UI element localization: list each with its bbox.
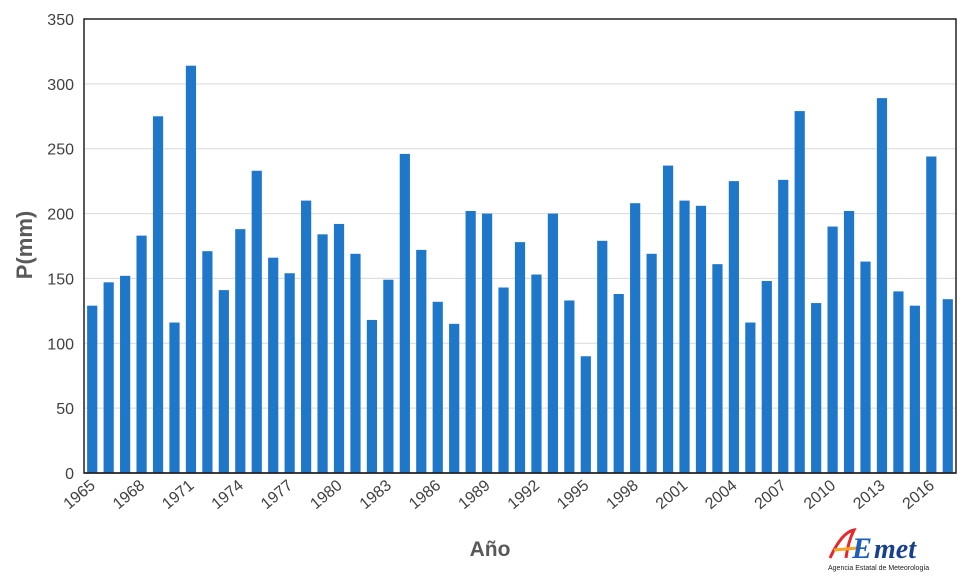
x-tick-label: 2004 [702, 477, 740, 513]
x-tick-labels: 1965 1968 1971 1974 1977 1980 1983 1986 1989 1992… [61, 477, 938, 513]
bar-1979 [317, 234, 328, 473]
x-tick-label: 2001 [653, 477, 691, 513]
bar-1982 [366, 319, 378, 473]
bar-2012 [860, 261, 871, 473]
x-tick-label: 1998 [604, 477, 642, 513]
bar-1995 [580, 356, 591, 473]
bar-2008 [794, 111, 805, 474]
bar-2000 [662, 165, 674, 473]
bar-1975 [251, 170, 262, 473]
bar-2005 [745, 322, 756, 473]
y-tick-label: 100 [47, 336, 74, 353]
bar-2016 [926, 156, 937, 474]
bar-1997 [613, 293, 624, 473]
bar-2003 [712, 264, 723, 473]
bar-2015 [909, 305, 920, 473]
bar-1991 [514, 242, 526, 473]
x-tick-label: 1971 [159, 477, 197, 513]
bar-1972 [202, 251, 213, 473]
bar-2010 [827, 226, 838, 473]
bar-1973 [218, 290, 229, 473]
svg-text:E: E [851, 532, 872, 565]
aemet-logo-swoosh [828, 528, 857, 559]
bar-2017 [942, 299, 953, 473]
bar-2009 [811, 303, 822, 473]
x-axis-title: Año [470, 538, 511, 561]
bar-2002 [695, 205, 707, 473]
bar-1988 [465, 210, 476, 473]
y-tick-label: 250 [47, 142, 74, 159]
bar-1976 [268, 257, 279, 473]
bar-2004 [728, 181, 739, 473]
y-axis-title: P(mm) [12, 211, 37, 279]
bar-1994 [564, 300, 575, 473]
bar-1967 [120, 275, 131, 473]
x-tick-label: 1986 [406, 477, 444, 513]
bar-1968 [136, 235, 147, 473]
bar-1992 [531, 274, 542, 473]
bar-1966 [103, 282, 114, 473]
x-tick-label: 1968 [110, 477, 148, 513]
bar-1989 [481, 213, 493, 474]
bars [87, 65, 953, 474]
x-tick-label: 1977 [258, 477, 296, 513]
bar-1993 [547, 213, 559, 474]
x-tick-label: 1974 [209, 477, 247, 513]
bar-1981 [350, 253, 361, 473]
bar-1987 [449, 323, 460, 473]
x-tick-label: 1995 [554, 477, 592, 513]
svg-text:Agencia Estatal de Meteorologí: Agencia Estatal de Meteorología [828, 565, 929, 572]
bar-1983 [383, 279, 394, 473]
bar-1985 [416, 249, 427, 473]
bar-2014 [893, 291, 904, 473]
bar-1965 [87, 305, 98, 473]
y-tick-label: 50 [56, 401, 74, 418]
y-tick-label: 200 [47, 207, 74, 224]
bar-1998 [630, 203, 641, 474]
bar-1971 [185, 65, 197, 473]
bar-1996 [597, 240, 608, 473]
bar-1980 [333, 223, 345, 473]
y-tick-label: 0 [65, 466, 74, 483]
bar-1990 [498, 287, 509, 473]
bar-1984 [399, 153, 410, 473]
x-tick-label: 1980 [307, 477, 345, 513]
aemet-logo: E met Agencia Estatal de Meteorología [828, 528, 929, 572]
bar-1970 [169, 322, 180, 473]
x-tick-label: 2010 [801, 477, 839, 513]
bar-1974 [235, 229, 246, 473]
svg-text:met: met [874, 534, 917, 565]
bar-2011 [843, 210, 855, 473]
bar-2006 [761, 281, 772, 473]
x-tick-label: 2016 [900, 477, 938, 513]
x-tick-label: 2013 [850, 477, 888, 513]
x-tick-label: 1992 [505, 477, 543, 513]
x-tick-label: 1989 [455, 477, 493, 513]
x-tick-label: 1983 [357, 477, 395, 513]
x-tick-label: 2007 [752, 477, 790, 513]
bar-1986 [432, 301, 443, 473]
y-tick-label: 150 [47, 271, 74, 288]
bar-2001 [679, 200, 690, 473]
y-tick-label: 350 [47, 12, 74, 29]
y-tick-labels: 0 50 100 150 200 250 300 350 [47, 12, 74, 483]
bar-1969 [152, 116, 164, 474]
bar-1978 [301, 200, 312, 473]
bar-1977 [284, 273, 295, 473]
y-tick-label: 300 [47, 77, 74, 94]
bar-2007 [778, 179, 789, 474]
bar-1999 [646, 253, 657, 473]
bar-2013 [876, 98, 888, 473]
aemet-logo-swoosh-2 [833, 546, 859, 552]
